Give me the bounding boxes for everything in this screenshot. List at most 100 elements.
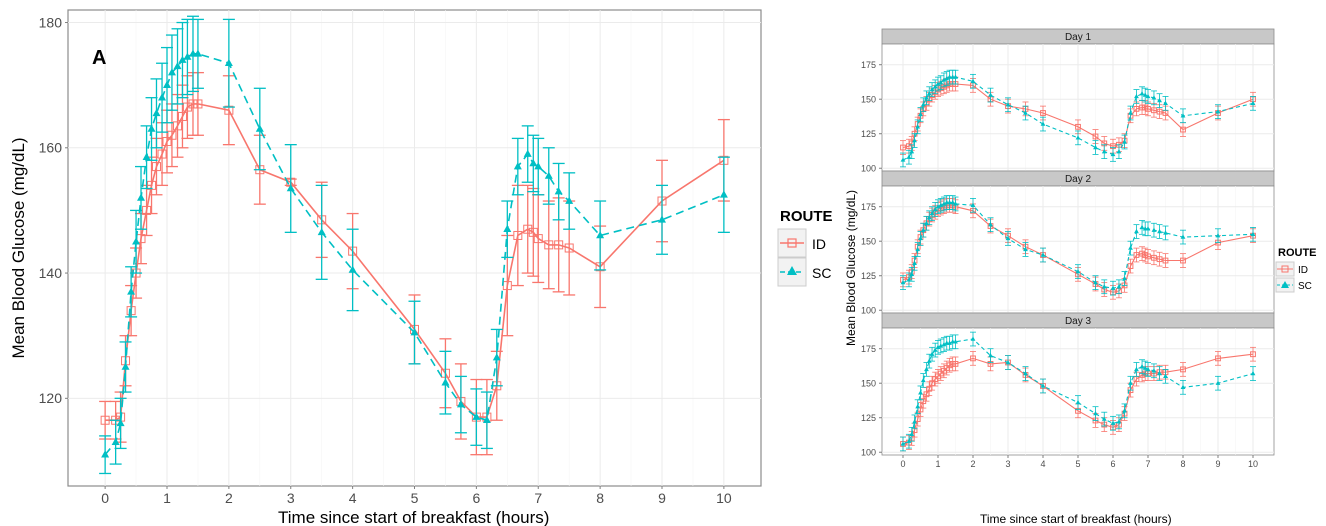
panel-a-series-sc [99, 15, 730, 475]
panel-b-day-3-x-tick-label: 8 [1180, 459, 1185, 469]
panel-b-day-1-point-sc [920, 102, 926, 107]
panel-b-day-2-point-sc [909, 271, 915, 277]
panel-a-legend: ROUTE ID SC [777, 208, 833, 287]
panel-b-day-3-y-tick-label: 175 [861, 344, 876, 354]
panel-a-point-sc [173, 61, 182, 70]
panel-a-point-id [564, 243, 574, 253]
panel-b-day-3-point-sc [1128, 380, 1133, 385]
panel-b-day-1-y-tick-label: 100 [861, 163, 876, 173]
panel-b-day-1-point-sc [1075, 135, 1081, 140]
panel-b-day-3-point-id [946, 362, 953, 369]
panel-b-day-1-point-id [900, 144, 906, 151]
panel-a-x-tick-label: 3 [287, 490, 295, 506]
panel-b-legend-key-marker-id [1281, 265, 1289, 273]
panel-a-x-tick-label: 5 [411, 490, 419, 506]
panel-a-point-sc [193, 49, 202, 57]
panel-b-day-1-point-sc [1122, 139, 1127, 144]
panel-b-day-1-point-sc [929, 86, 935, 92]
panel-a-point-sc [529, 159, 538, 167]
panel-b-day-2-point-sc [950, 199, 956, 205]
panel-b-day-2-point-sc [953, 201, 958, 206]
panel-b-day-1-point-id [1139, 104, 1145, 111]
panel-b-day-3-point-id [1215, 355, 1221, 362]
panel-b-day-3-point-sc [1151, 368, 1157, 373]
panel-b-day-2-point-sc [935, 204, 941, 209]
panel-b-day-1-point-id [1075, 123, 1081, 130]
panel-b-day-3-point-sc [932, 347, 938, 352]
panel-b-strip-label: Day 2 [1065, 174, 1092, 185]
panel-b-day-1-point-sc [1250, 100, 1256, 106]
panel-b-day-2-point-sc [1075, 268, 1081, 274]
panel-a-point-sc [410, 328, 419, 336]
panel-b-day-2-point-sc [1157, 228, 1162, 234]
panel-b-day-1-point-sc [1128, 110, 1133, 115]
panel-a-y-tick-label: 180 [39, 14, 63, 30]
panel-b-day-1-point-sc [944, 75, 950, 81]
panel-b-day-3-point-id [1180, 366, 1186, 373]
panel-b-legend: ROUTE ID SC [1275, 247, 1317, 293]
panel-a-line-id [105, 103, 725, 422]
panel-b-day-3-point-sc [924, 366, 929, 372]
panel-b-day-2-point-sc [941, 201, 947, 206]
panel-b-day-2-point-sc [1151, 227, 1157, 232]
panel-b-day-1-point-sc [1023, 110, 1028, 115]
panel-b-day-2-point-sc [929, 210, 935, 216]
panel-b-day-2-point-sc [1110, 285, 1116, 290]
panel-b-day-2-point-id [1127, 263, 1134, 269]
panel-b-day-1-point-sc [988, 92, 993, 97]
panel-a-legend-item-sc: SC [812, 265, 831, 281]
panel-b-day-1-point-sc [1163, 100, 1168, 106]
panel-b-day-2-point-sc [1250, 231, 1256, 236]
panel-b-day-3-point-sc [1122, 408, 1127, 413]
panel-b-day-1-point-sc [906, 154, 912, 159]
panel-b-day-3-point-sc [900, 441, 906, 446]
panel-b-day-3-point-sc [1005, 359, 1011, 365]
panel-b-day-1-point-sc [1145, 93, 1151, 99]
panel-a-point-sc [513, 162, 522, 170]
panel-b-day-3-point-sc [970, 336, 976, 341]
panel-b-day-3-point-id [952, 360, 959, 367]
panel-a-point-sc [147, 124, 156, 132]
panel-a-point-sc [167, 68, 176, 76]
panel-b-day-3-point-id [920, 398, 927, 405]
panel-b-day-1-point-sc [935, 81, 941, 86]
panel-a-point-id [173, 121, 183, 131]
panel-a-x-tick-label: 1 [163, 490, 171, 506]
panel-a-point-sc [101, 450, 110, 458]
panel-b-day-3-point-sc [1215, 380, 1221, 385]
panel-a-point-id [523, 224, 533, 234]
panel-a-point-sc [565, 196, 574, 204]
panel-b-day-3-line-id [902, 353, 1254, 445]
panel-b-day-3-point-sc [918, 390, 923, 395]
panel-b-day-3-point-sc [941, 341, 947, 347]
panel-b-day-3-y-tick-label: 150 [861, 378, 876, 388]
panel-a-point-id [162, 137, 172, 147]
panel-b-day-1-point-sc [918, 111, 923, 117]
panel-b-day-2-point-id [1139, 250, 1145, 257]
panel-b-day-1-y-tick-label: 125 [861, 129, 876, 139]
panel-b-day-3-point-sc [947, 340, 952, 345]
panel-a-point-id [100, 415, 110, 425]
panel-b-day-3-series-sc [900, 331, 1256, 452]
panel-b-day-3-point-id [923, 391, 930, 398]
panel-b-day-3-point-sc [915, 404, 921, 409]
panel-b-day-2-point-sc [1128, 245, 1133, 250]
panel-a-x-tick-label: 7 [534, 490, 542, 506]
panel-b-day-3-y-tick-label: 100 [861, 447, 876, 457]
panel-b-day-2-y-tick-label: 100 [861, 305, 876, 315]
panel-a-point-id [544, 240, 554, 250]
panel-b-day-3-point-sc [906, 438, 912, 443]
panel-a-y-tick-label: 120 [39, 390, 63, 406]
panel-a-point-sc [472, 412, 481, 420]
panel-a-point-id [177, 111, 187, 121]
panel-a-point-sc [163, 80, 171, 88]
panel-a-point-sc [441, 378, 450, 386]
panel-b-day-3-x-tick-label: 5 [1075, 459, 1080, 469]
panel-b-day-3-point-sc [938, 343, 944, 348]
panel-b-day-3-point-sc [909, 431, 915, 436]
panel-a-point-sc [544, 171, 553, 179]
panel-b-day-3-point-sc [929, 351, 935, 356]
panel-a-x-axis-title: Time since start of breakfast (hours) [278, 508, 549, 526]
panel-b-day-2-point-sc [912, 260, 917, 265]
